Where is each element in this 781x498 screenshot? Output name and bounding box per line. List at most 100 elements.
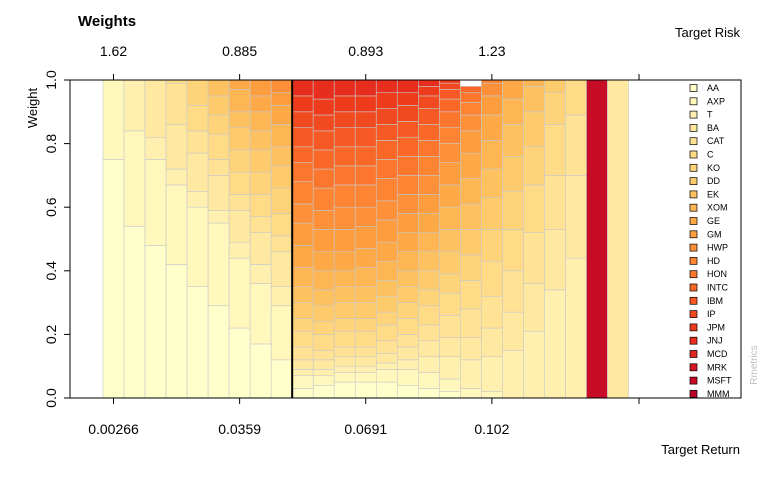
bar-segment-axp bbox=[396, 369, 419, 386]
bar-segment-t bbox=[270, 286, 293, 307]
legend-swatch bbox=[689, 137, 698, 146]
bar-segment-ge bbox=[228, 79, 251, 90]
bar-segment-ko bbox=[312, 321, 335, 335]
legend-label: AXP bbox=[707, 96, 725, 106]
bar-stack-group bbox=[102, 79, 629, 399]
bar-segment-hwp bbox=[417, 175, 440, 195]
bar-segment-dd bbox=[439, 251, 461, 275]
bar-segment-ko bbox=[523, 146, 545, 186]
bar-segment-axp bbox=[270, 305, 293, 361]
bar-segment-jnj bbox=[417, 79, 440, 87]
bar-segment-t bbox=[249, 264, 272, 284]
bar-segment-c bbox=[565, 79, 587, 116]
bar-segment-xom bbox=[333, 270, 356, 287]
bar-segment-dd bbox=[207, 95, 230, 116]
bar-segment-ba bbox=[502, 311, 524, 351]
bar-segment-t bbox=[333, 365, 356, 373]
bar-segment-cat bbox=[249, 216, 272, 233]
bar-segment-ge bbox=[481, 114, 503, 141]
bar-segment-gm bbox=[439, 162, 461, 186]
legend-swatch bbox=[689, 350, 698, 358]
bar-segment-hd bbox=[460, 101, 482, 116]
bar-segment-ko bbox=[228, 149, 251, 173]
bar-segment-axp bbox=[123, 130, 146, 227]
bar-segment-dd bbox=[502, 156, 524, 192]
bar-segment-ek bbox=[396, 270, 419, 287]
bar-segment-xom bbox=[291, 267, 314, 287]
bar-segment-t bbox=[396, 359, 419, 370]
top-tick-label: 0.893 bbox=[348, 43, 383, 59]
legend-swatch bbox=[689, 163, 698, 172]
bar-segment-axp bbox=[481, 391, 503, 399]
bar-segment-c bbox=[502, 229, 524, 272]
bar-segment-ibm bbox=[439, 89, 461, 100]
bar-segment-ip bbox=[312, 114, 335, 132]
bar-segment-ba bbox=[207, 175, 230, 211]
bar-segment-jnj bbox=[333, 79, 356, 97]
legend-swatch bbox=[689, 84, 698, 92]
bar-segment-cat bbox=[354, 346, 377, 357]
bar-segment-c bbox=[523, 184, 545, 233]
bar-segment-jpm bbox=[417, 86, 440, 97]
top-tick-label: 0.885 bbox=[222, 43, 257, 59]
bar-segment-hon bbox=[291, 162, 314, 183]
bar-segment-ibm bbox=[333, 127, 356, 148]
bar-segment-ibm bbox=[354, 127, 377, 148]
bar-segment-hon bbox=[354, 165, 377, 186]
bar-segment-intc bbox=[396, 136, 419, 157]
bar-segment-ibm bbox=[291, 127, 314, 148]
legend-swatch bbox=[689, 243, 698, 252]
bar-segment-axp bbox=[354, 372, 377, 383]
legend-swatch bbox=[689, 296, 698, 305]
bar-segment-ko bbox=[544, 92, 566, 125]
bar-segment-ko bbox=[460, 254, 482, 281]
bar-segment-intc bbox=[291, 146, 314, 163]
bar-segment-jpm bbox=[333, 95, 356, 113]
axes-group: 0.0 0.2 0.4 0.6 0.8 1.0 0.00266 0.0359 0.0691 0.1… bbox=[43, 43, 742, 437]
bar-segment-cat bbox=[396, 334, 419, 348]
bar-segment-ek bbox=[439, 229, 461, 253]
bar-segment-t bbox=[565, 257, 587, 399]
bar-segment-ge bbox=[460, 152, 482, 179]
legend-label: EK bbox=[707, 189, 719, 199]
bar-segment-xom bbox=[249, 111, 272, 132]
bar-segment-axp bbox=[460, 388, 482, 399]
bar-segment-aa bbox=[102, 159, 125, 399]
legend-label: JNJ bbox=[707, 336, 723, 346]
bar-segment-hwp bbox=[270, 79, 293, 94]
bar-segment-t bbox=[439, 356, 461, 380]
bar-segment-ek bbox=[333, 286, 356, 303]
bar-segment-axp bbox=[144, 159, 167, 246]
legend-label: KO bbox=[707, 163, 720, 173]
bar-segment-t bbox=[144, 136, 167, 160]
bar-segment-c bbox=[270, 213, 293, 237]
bar-segment-axp bbox=[291, 375, 314, 389]
bar-segment-c bbox=[544, 124, 566, 176]
bar-segment-xom bbox=[396, 251, 419, 272]
bar-segment-hon bbox=[396, 156, 419, 176]
bar-segment-hd bbox=[291, 181, 314, 205]
bar-segment-cat bbox=[186, 130, 209, 154]
bar-segment-xom bbox=[481, 140, 503, 170]
bar-segment-ba bbox=[375, 353, 398, 364]
bar-segment-jpm bbox=[396, 92, 419, 106]
bar-segment-ip bbox=[417, 95, 440, 109]
bar-segment-ko bbox=[291, 318, 314, 332]
bar-segment-c bbox=[439, 292, 461, 316]
bar-segment-ba bbox=[544, 229, 566, 291]
legend-label: MCD bbox=[707, 349, 728, 359]
bar-segment-dd bbox=[523, 111, 545, 148]
bar-segment-xom bbox=[312, 270, 335, 291]
bar-segment-c bbox=[312, 334, 335, 351]
bar-segment-jnj bbox=[396, 79, 419, 94]
bar-segment-ge bbox=[502, 79, 524, 100]
bar-segment-ek bbox=[207, 79, 230, 97]
legend-swatch bbox=[689, 150, 698, 159]
bar-segment-t bbox=[186, 191, 209, 208]
bar-segment-dd bbox=[481, 197, 503, 230]
bar-segment-dd bbox=[417, 270, 440, 291]
bar-segment-xom bbox=[354, 267, 377, 287]
bar-segment-axp bbox=[207, 222, 230, 307]
y-tick-label: 0.2 bbox=[43, 324, 59, 344]
bar-segment-aa bbox=[417, 388, 440, 399]
